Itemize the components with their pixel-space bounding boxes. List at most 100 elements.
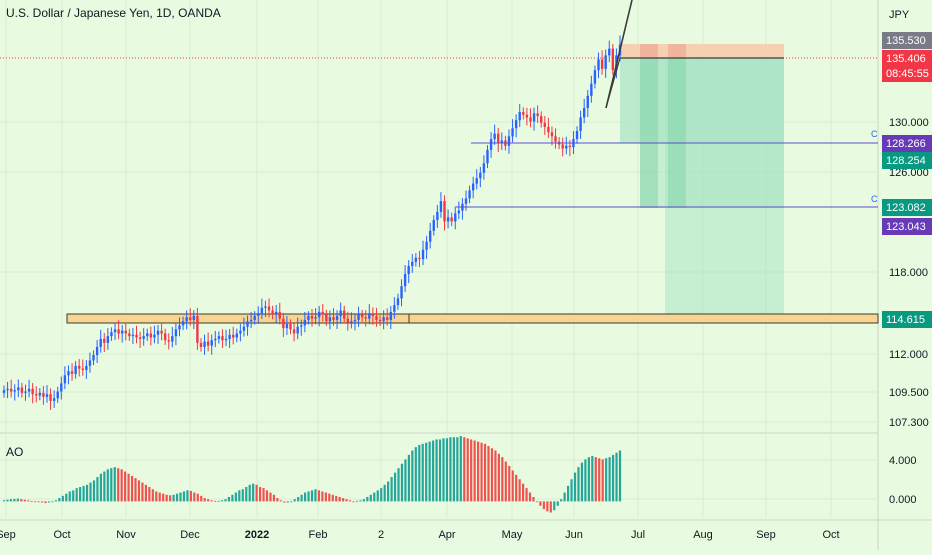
candle-body	[450, 217, 453, 222]
ao-bar	[134, 478, 137, 502]
ao-bar	[345, 499, 348, 502]
candle-body	[106, 336, 110, 343]
ao-bar	[456, 437, 459, 502]
candle-body	[146, 333, 149, 337]
candle-body	[586, 95, 589, 108]
candle-body	[17, 387, 20, 391]
price-candles	[2, 35, 622, 410]
ao-bar	[608, 457, 611, 502]
ao-bar	[34, 501, 37, 503]
candle-body	[325, 314, 328, 322]
ao-bar	[169, 495, 172, 502]
ao-bar	[279, 500, 282, 502]
ao-bar	[404, 459, 407, 502]
candle-body	[611, 48, 615, 71]
ao-bar	[92, 480, 96, 502]
ao-bar	[37, 501, 40, 503]
candle-body	[138, 337, 142, 339]
stop-zone	[620, 44, 784, 58]
candle-body	[181, 321, 185, 326]
ao-bar	[162, 493, 165, 502]
ao-bar	[418, 444, 421, 502]
ao-bar	[130, 475, 134, 502]
candle-body	[246, 321, 249, 327]
price-label-box	[882, 311, 932, 328]
candle-body	[475, 178, 478, 184]
ao-bar	[155, 491, 158, 502]
candle-body	[185, 317, 188, 322]
candle-body	[368, 313, 371, 319]
y-tick-label: 109.500	[889, 387, 929, 399]
candle-body	[443, 201, 446, 222]
line-marker: C	[871, 194, 878, 204]
ao-tick-label: 4.000	[889, 455, 917, 467]
candle-body	[307, 315, 310, 320]
candle-body	[396, 298, 400, 306]
ao-bar	[120, 469, 123, 502]
price-label-box	[882, 152, 932, 169]
candle-body	[296, 326, 299, 334]
ao-bar	[207, 499, 210, 502]
candle-body	[24, 391, 27, 393]
candle-body	[78, 365, 81, 369]
candle-body	[604, 55, 607, 69]
candle-body	[582, 108, 586, 118]
ao-bar	[473, 440, 476, 502]
candle-body	[174, 329, 178, 337]
candle-body	[63, 375, 67, 384]
candle-body	[439, 201, 443, 212]
candle-body	[135, 334, 138, 338]
candle-body	[171, 336, 174, 342]
candle-body	[156, 330, 160, 335]
ao-bar	[435, 439, 438, 502]
ao-bar	[487, 446, 490, 502]
candle-body	[511, 128, 514, 137]
candle-body	[489, 139, 493, 150]
candle-body	[446, 217, 450, 222]
candle-body	[113, 329, 117, 333]
candle-body	[525, 114, 529, 118]
ao-bar	[442, 438, 445, 502]
ao-bar	[421, 443, 424, 502]
ao-bar	[515, 474, 518, 502]
ao-bar	[355, 500, 359, 502]
candle-body	[436, 211, 439, 221]
drawing-overlays: CC	[0, 0, 878, 208]
candle-body	[81, 368, 84, 370]
candle-body	[575, 130, 579, 140]
candle-body	[346, 318, 350, 323]
currency-label: JPY	[889, 9, 910, 21]
ao-bar	[85, 484, 89, 502]
x-tick-label: 2	[378, 529, 384, 541]
ao-bar	[314, 489, 317, 502]
ao-bar	[480, 442, 483, 502]
ao-bar	[369, 494, 372, 502]
candle-body	[274, 311, 278, 315]
ao-bar	[483, 443, 487, 502]
candle-body	[85, 365, 88, 370]
candle-body	[267, 306, 271, 311]
ao-bar	[522, 483, 525, 502]
ao-bar	[127, 473, 130, 502]
ao-bar	[303, 492, 307, 502]
x-tick-label: Jun	[565, 529, 583, 541]
ao-bar	[452, 437, 455, 502]
candle-body	[210, 340, 213, 346]
candle-body	[350, 321, 353, 323]
x-tick-label: Sep	[0, 529, 16, 541]
ao-bar	[570, 479, 573, 502]
ao-bar	[141, 482, 144, 502]
candle-body	[375, 315, 378, 320]
ao-bar	[594, 457, 597, 502]
ao-bar	[82, 485, 85, 502]
ao-bar	[72, 490, 75, 502]
candle-body	[20, 387, 24, 393]
ao-bar	[61, 495, 64, 502]
ao-bar	[269, 492, 272, 502]
ao-bar	[272, 494, 276, 502]
ao-bar	[535, 501, 539, 503]
candle-body	[414, 257, 418, 262]
ao-bar	[186, 490, 189, 502]
y-tick-label: 130.000	[889, 117, 929, 129]
ao-bar	[44, 501, 47, 504]
